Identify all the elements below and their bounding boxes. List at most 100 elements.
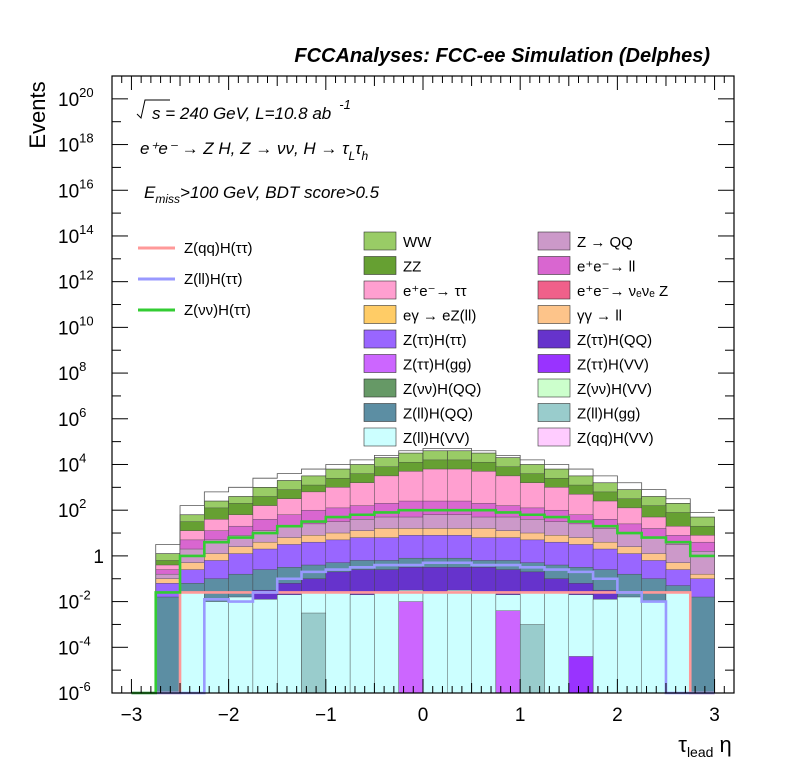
legend-label: Z(ττ)H(VV) [577, 357, 649, 374]
y-tick-label: 10-6 [58, 679, 91, 705]
legend-fill-swatch [537, 427, 571, 447]
legend-signals: Z(qq)H(ττ) Z(ll)H(ττ) Z(νν)H(ττ) [138, 240, 253, 319]
x-tick-label: −2 [218, 705, 240, 726]
legend-item-e-e-ll: e⁺e⁻→ ll [537, 256, 635, 276]
legend-fill-swatch [537, 378, 571, 398]
bar-z-ll-h-vv [471, 592, 497, 694]
signal-lines [131, 508, 715, 695]
legend-item-z-h: Z(νν)H(ττ) [138, 302, 251, 319]
y-tick-label: 1 [93, 547, 104, 568]
series-line-z-ll-h [131, 561, 715, 695]
legend-label: e⁺e⁻→ νₑνₑ Z [577, 283, 668, 300]
legend-fill-swatch [537, 231, 571, 251]
legend-fill-swatch [363, 427, 397, 447]
legend-item-e-ez-ll: eγ → eZ(ll) [363, 305, 476, 325]
y-tick-label: 1010 [58, 313, 94, 339]
annotation-process: e⁺e⁻ → Z H, Z → νν, H → τLτh [140, 139, 369, 163]
legend-label: Z(ll)H(ττ) [184, 271, 243, 288]
bar-z-ll-h-vv [447, 589, 472, 694]
legend-fill-swatch [537, 256, 571, 275]
legend-label: Z(ll)H(VV) [403, 430, 470, 447]
legend-label: Z(ll)H(gg) [577, 406, 640, 423]
legend-item-z-ll-h-gg: Z(ll)H(gg) [537, 403, 640, 423]
y-tick-label: 106 [58, 405, 86, 431]
legend-fill-swatch [363, 403, 397, 422]
legend-fill-swatch [537, 403, 571, 422]
histogram-stack [131, 448, 715, 694]
legend-item-e-e-z: e⁺e⁻→ νₑνₑ Z [537, 280, 668, 300]
legend-item-ww: WW [363, 231, 432, 251]
legend-fill-swatch [537, 305, 571, 324]
legend-fill-swatch [363, 329, 397, 349]
legend-label: e⁺e⁻→ ll [577, 259, 635, 276]
legend-label: Z(νν)H(QQ) [403, 381, 481, 398]
series-line-z-h [131, 508, 715, 695]
legend-label: Z(ττ)H(QQ) [577, 332, 652, 349]
bar-z-ll-h-vv [592, 599, 618, 694]
legend-item-zz: ZZ [363, 256, 421, 276]
legend-label: Z(qq)H(ττ) [184, 240, 253, 257]
bar-z-h-gg [495, 610, 521, 694]
legend-item-z-h-vv: Z(νν)H(VV) [537, 378, 652, 398]
legend-fill-swatch [537, 280, 571, 300]
legend-item-z-ll-h-vv: Z(ll)H(VV) [363, 427, 470, 447]
y-tick-label: 108 [58, 359, 86, 385]
legend-label: ZZ [403, 259, 421, 276]
bar-z-ll-h-vv [277, 594, 302, 694]
legend-fill-swatch [363, 231, 397, 251]
legend-label: Z(ττ)H(ττ) [403, 332, 467, 349]
legend-item-z-h-vv: Z(ττ)H(VV) [537, 354, 649, 374]
y-tick-label: 1020 [58, 85, 94, 111]
bar-z-ll-h-qq [155, 596, 181, 694]
legend-label: γγ → ll [577, 308, 622, 325]
bar-z-ll-h-gg [519, 624, 545, 694]
axes: −3 −2 −1 0 1 2 310-610-410-2110210410610810101… [58, 75, 734, 726]
legend-item-z-qq: Z → QQ [537, 231, 633, 251]
bar-z-ll-h-vv [641, 601, 667, 694]
y-tick-label: 1012 [58, 268, 94, 294]
bar-z-ll-h-vv [617, 596, 642, 694]
bar-z-h-gg [398, 601, 424, 694]
legend-item-z-ll-h: Z(ll)H(ττ) [138, 271, 243, 288]
y-tick-label: 1016 [58, 176, 94, 202]
legend-item-ll: γγ → ll [537, 305, 622, 325]
annotation-energy-text: s = 240 GeV, L=10.8 ab -1 [152, 97, 351, 123]
legend-item-z-h: Z(ττ)H(ττ) [363, 329, 467, 349]
legend-label: Z(ll)H(QQ) [403, 406, 473, 423]
bar-z-ll-h-vv [228, 596, 254, 694]
x-tick-label: 0 [418, 705, 429, 726]
x-tick-label: 1 [515, 705, 526, 726]
y-tick-label: 104 [58, 450, 86, 476]
legend-item-z-qq-h-vv: Z(qq)H(VV) [537, 427, 654, 447]
y-tick-label: 1018 [58, 131, 94, 157]
y-tick-label: 10-2 [58, 588, 91, 614]
legend-fill-swatch [363, 256, 397, 275]
bar-z-ll-h-vv [325, 592, 351, 694]
bar-z-ll-h-vv [349, 594, 375, 694]
bar-z-ll-h-vv [374, 592, 399, 694]
legend-item-z-h-gg: Z(ττ)H(gg) [363, 354, 472, 374]
legend-fill-swatch [363, 280, 397, 300]
y-tick-label: 10-4 [58, 633, 91, 659]
bar-z-ll-h-gg [301, 612, 327, 694]
legend-label: eγ → eZ(ll) [403, 308, 476, 325]
legend-fill-swatch [537, 354, 571, 373]
legend-item-z-ll-h-qq: Z(ll)H(QQ) [363, 403, 473, 423]
legend-backgrounds: WW Z → QQ ZZ e⁺e⁻→ ll e⁺e⁻→ ττ e⁺e⁻→ νₑνₑ Z eγ… [363, 231, 668, 447]
bar-z-h-vv [568, 656, 594, 694]
annotation-energy: s = 240 GeV, L=10.8 ab -1 [136, 97, 351, 123]
x-tick-label: 2 [612, 705, 623, 726]
legend-label: Z(νν)H(VV) [577, 381, 652, 398]
y-tick-label: 102 [58, 496, 86, 522]
x-tick-label: −1 [315, 705, 337, 726]
legend-item-z-h-qq: Z(νν)H(QQ) [363, 378, 481, 398]
legend-item-z-qq-h: Z(qq)H(ττ) [138, 240, 253, 257]
legend-label: Z(νν)H(ττ) [184, 302, 251, 319]
bar-z-ll-h-vv [422, 592, 448, 694]
x-axis-title: τlead η [678, 732, 732, 760]
bar-z-ll-h-vv [179, 592, 205, 694]
stack-outline [131, 448, 715, 694]
legend-label: Z(ττ)H(gg) [403, 357, 472, 374]
y-tick-label: 1014 [58, 222, 94, 248]
